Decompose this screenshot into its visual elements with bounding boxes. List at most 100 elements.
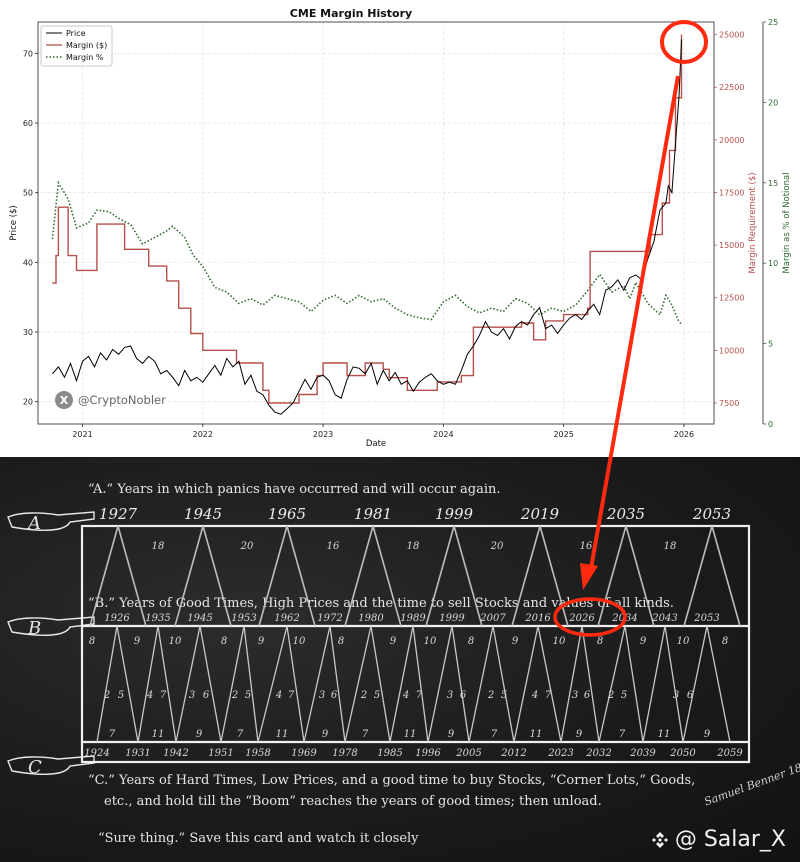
zig-line-10 [303,625,331,743]
cycle-bot-0: 7 [109,729,116,740]
pointing-hand-a-icon [7,511,95,531]
cycle-bot-10: 11 [530,729,543,740]
cycle-mid-23: 6 [584,690,591,701]
row-c-year-1969: 1969 [291,748,317,759]
cycle-mid-13: 5 [374,690,380,701]
legend-entry-price: Price [66,29,86,38]
a-line-right-5 [539,525,569,627]
x-tick-label-2025: 2025 [553,430,573,439]
cycle-mid-0: 2 [103,690,110,701]
y-left-tick-label-20: 20 [23,398,33,407]
a-line-left-7 [683,525,713,627]
row-c-year-2005: 2005 [455,748,481,759]
cycle-bot-8: 9 [448,729,455,740]
cycle-top-3: 8 [221,636,227,647]
legend-box [40,25,113,67]
cycle-top-7: 9 [390,636,397,647]
x-tick-label-2021: 2021 [72,430,92,439]
footer-watermark-text: @ Salar_X [674,827,786,852]
zig-line-7 [243,625,259,743]
a-line-right-0 [117,525,147,627]
row-a-year-2019: 2019 [520,505,560,523]
y-left-tick-label-30: 30 [23,328,33,337]
cycle-top-9: 8 [468,636,474,647]
y-axis-right2-label: Margin as % of Notional [782,172,792,273]
y-r1-tick-label-12500: 12500 [719,294,744,303]
cycle-mid-16: 3 [447,690,453,701]
series-margin-pct-line [51,180,683,325]
row-a-gap-6: 18 [664,541,677,552]
row-c-year-2059: 2059 [716,748,743,759]
cycle-mid-20: 4 [531,690,538,701]
y-r1-tick-label-20000: 20000 [719,136,744,145]
zig-line-18 [468,625,494,743]
chart-title: CME Margin History [290,7,412,20]
zig-line-1 [116,625,139,743]
legend-entry-margin: Margin ($) [66,41,107,50]
cycle-mid-10: 3 [319,690,325,701]
cycle-mid-12: 2 [360,690,367,701]
zig-line-6 [220,625,245,743]
a-line-left-4 [425,525,455,627]
zig-line-29 [706,625,731,743]
cycle-bot-7: 11 [404,729,417,740]
cycle-top-2: 10 [169,636,182,647]
y-r2-tick-label-0: 0 [768,420,773,429]
benner-cycle-diagram: “A.” Years in which panics have occurred… [7,482,800,846]
row-a-gap-2: 16 [327,541,340,552]
x-axis-label: Date [366,439,386,449]
zig-line-22 [560,625,583,743]
zig-line-15 [412,625,429,743]
row-b-year-1935: 1935 [145,613,170,624]
hand-a: A [7,511,95,534]
line-c1-text: “C.” Years of Hard Times, Low Prices, an… [88,773,695,788]
cycle-mid-2: 4 [146,690,153,701]
zig-line-0 [96,625,118,743]
x-tick-label-2024: 2024 [433,430,453,439]
zig-line-13 [370,625,391,743]
hand-a-label: A [26,513,41,534]
row-a-gap-0: 18 [152,541,165,552]
signature: Samuel Benner 1875 [702,756,800,808]
line-a-text: “A.” Years in which panics have occurred… [88,482,501,497]
row-a-gap-1: 20 [240,541,254,552]
zig-line-26 [642,625,666,743]
cycle-mid-14: 4 [402,690,409,701]
cycle-bot-4: 11 [276,729,289,740]
cycle-bot-1: 11 [152,729,165,740]
row-b-year-2007: 2007 [479,613,506,624]
cycle-mid-19: 5 [501,690,507,701]
x-tick-label-2022: 2022 [193,430,213,439]
cycle-mid-1: 5 [118,690,124,701]
highlight-circle-2026 [553,597,627,637]
y-axis-right-percent: 0 5 10 15 20 25 [763,18,778,429]
grid-lines [38,22,714,424]
zig-line-23 [581,625,600,743]
cycle-mid-3: 7 [160,690,167,701]
cycle-top-6: 8 [338,636,344,647]
a-line-right-7 [711,525,741,627]
cycle-mid-22: 3 [572,690,578,701]
row-a-year-2035: 2035 [606,505,645,523]
row-b-year-1980: 1980 [358,613,384,624]
zig-line-25 [624,625,644,743]
y-left-tick-label-60: 60 [23,119,33,128]
cycle-mid-15: 7 [416,690,423,701]
a-line-right-1 [202,525,232,627]
row-a-gap-3: 18 [407,541,420,552]
zig-line-12 [344,625,372,743]
row-c-year-2039: 2039 [629,748,656,759]
cycle-mid-25: 5 [621,690,627,701]
zig-line-5 [199,625,222,743]
cycle-top-8: 10 [424,636,437,647]
row-c-year-1931: 1931 [125,748,150,759]
cycle-bot-11: 9 [576,729,583,740]
zig-line-24 [598,625,626,743]
zig-line-19 [492,625,515,743]
row-b-year-1953: 1953 [231,613,256,624]
y-r2-tick-label-15: 15 [768,179,778,188]
zig-line-16 [427,625,453,743]
cycle-bot-13: 11 [658,729,671,740]
row-a-year-1965: 1965 [268,505,306,523]
